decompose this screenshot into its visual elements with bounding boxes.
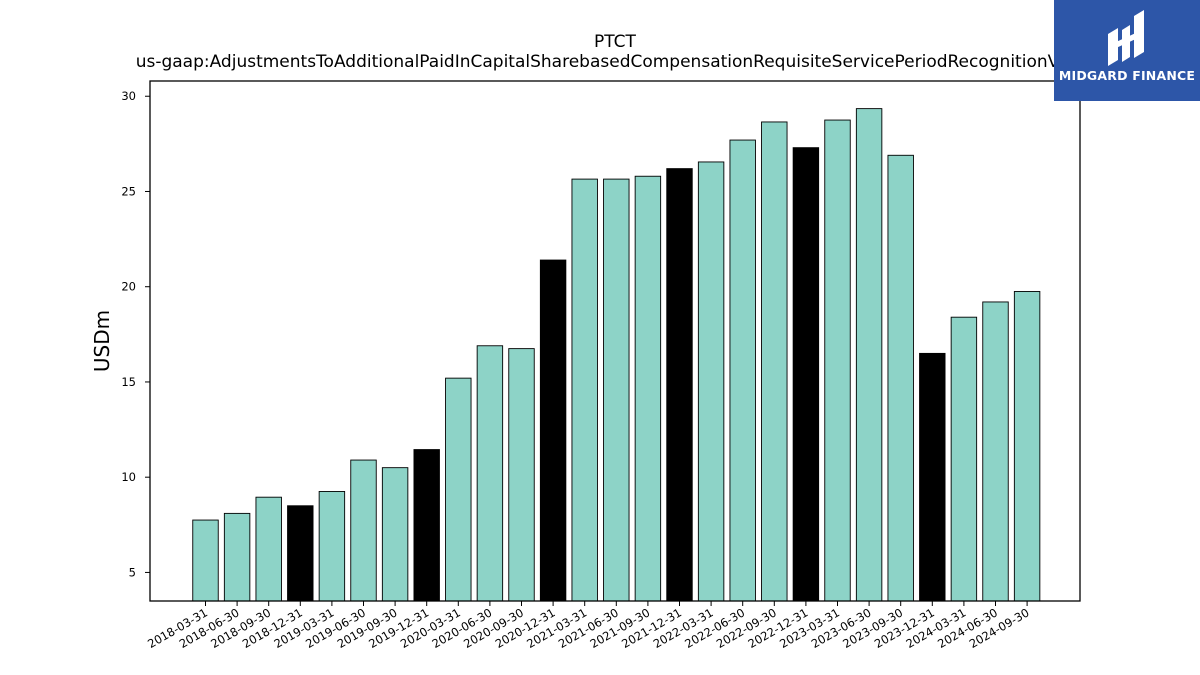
bar-2020-06-30 — [476, 345, 504, 602]
y-tick-label: 20 — [121, 280, 136, 294]
bar-2019-06-30 — [350, 459, 377, 602]
bar-2021-03-31 — [571, 178, 598, 602]
logo-text: MIDGARD FINANCE — [1058, 68, 1196, 83]
chart-title-metric: us-gaap:AdjustmentsToAdditionalPaidInCap… — [135, 52, 1095, 72]
bar-2018-09-30 — [255, 496, 282, 602]
y-tick-label: 30 — [121, 89, 136, 103]
y-axis: 5 10 15 20 25 30 — [121, 89, 150, 579]
bar-2021-12-31 — [666, 168, 693, 602]
bar-2023-06-30 — [855, 108, 883, 602]
bar-2024-03-31 — [950, 316, 978, 602]
bar-2019-12-31 — [413, 449, 440, 602]
bar-2022-03-31 — [697, 161, 725, 602]
bar-2019-03-31 — [318, 491, 346, 602]
bar-2021-09-30 — [634, 175, 662, 602]
bar-2018-06-30 — [223, 512, 251, 602]
bar-2023-03-31 — [824, 119, 851, 602]
y-axis-label: USDm — [90, 310, 114, 372]
y-tick-label: 5 — [129, 565, 136, 579]
bar-2018-12-31 — [287, 505, 314, 602]
bar-series — [192, 108, 1041, 602]
bar-2021-06-30 — [603, 178, 630, 602]
bar-2019-09-30 — [381, 467, 409, 602]
bar-2023-12-31 — [919, 352, 946, 602]
bar-2022-06-30 — [729, 139, 756, 602]
x-axis: 2018-03-312018-06-302018-09-302018-12-31… — [145, 601, 1032, 651]
bar-2020-03-31 — [445, 377, 472, 602]
bar-2022-09-30 — [761, 121, 788, 602]
bar-2020-09-30 — [508, 348, 535, 602]
y-tick-label: 10 — [121, 470, 136, 484]
brand-logo: MIDGARD FINANCE — [1054, 0, 1200, 101]
bar-2018-03-31 — [192, 519, 219, 602]
bar-2023-09-30 — [887, 154, 914, 602]
y-tick-label: 25 — [121, 184, 136, 198]
bar-2020-12-31 — [539, 259, 567, 602]
midgard-logo-icon — [1108, 10, 1144, 66]
chart-title-ticker: PTCT — [594, 32, 636, 52]
bar-2024-06-30 — [982, 301, 1009, 602]
bar-2022-12-31 — [792, 147, 820, 602]
plot-frame — [149, 80, 1081, 602]
bar-2024-09-30 — [1013, 291, 1041, 602]
y-tick-label: 15 — [121, 375, 136, 389]
